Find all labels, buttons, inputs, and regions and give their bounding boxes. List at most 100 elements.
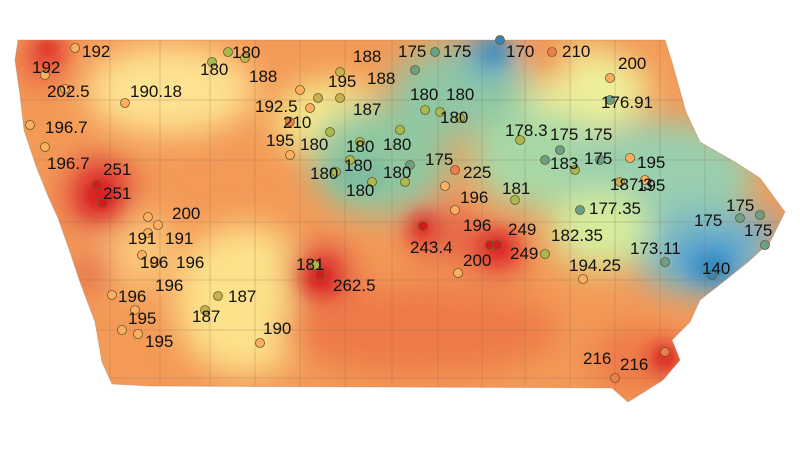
sample-point — [117, 325, 127, 335]
sample-point — [325, 127, 335, 137]
sample-point — [510, 195, 520, 205]
value-label: 175 — [550, 125, 578, 144]
sample-point — [400, 177, 410, 187]
sample-point — [420, 105, 430, 115]
sample-point — [335, 67, 345, 77]
sample-point — [495, 35, 505, 45]
sample-point — [137, 250, 147, 260]
sample-point — [455, 113, 465, 123]
value-label: 192 — [32, 58, 60, 77]
value-label: 187 — [228, 287, 256, 306]
value-label: 188 — [353, 47, 381, 66]
sample-point — [367, 177, 377, 187]
value-label: 195 — [637, 153, 665, 172]
value-label: 178.3 — [505, 121, 548, 140]
value-label: 180 — [446, 85, 474, 104]
sample-point — [450, 165, 460, 175]
value-label: 192.5 — [255, 97, 298, 116]
sample-point — [70, 43, 80, 53]
sample-point — [755, 210, 765, 220]
value-label: 196 — [460, 188, 488, 207]
value-label: 180 — [346, 137, 374, 156]
sample-point — [315, 270, 325, 280]
state-outline — [14, 39, 786, 403]
sample-point — [605, 73, 615, 83]
value-label: 190.18 — [130, 82, 182, 101]
value-label: 200 — [172, 204, 200, 223]
value-label: 196.7 — [45, 118, 88, 137]
value-label: 200 — [463, 251, 491, 270]
value-label: 194.25 — [569, 256, 621, 275]
value-label: 195 — [637, 176, 665, 195]
sample-point — [335, 93, 345, 103]
sample-point — [305, 103, 315, 113]
sample-points — [25, 35, 770, 383]
sample-point — [255, 338, 265, 348]
value-label: 175 — [726, 196, 754, 215]
value-label: 175 — [425, 150, 453, 169]
sample-point — [200, 305, 210, 315]
sample-point — [660, 347, 670, 357]
value-label: 202.5 — [47, 82, 90, 101]
value-label: 175 — [584, 149, 612, 168]
value-label: 196 — [176, 253, 204, 272]
sample-point — [610, 373, 620, 383]
value-label: 140 — [702, 259, 730, 278]
sample-point — [515, 135, 525, 145]
sample-point — [410, 65, 420, 75]
sample-point — [453, 268, 463, 278]
value-label: 188 — [367, 69, 395, 88]
value-label: 175 — [443, 42, 471, 61]
sample-point — [331, 167, 341, 177]
value-label: 180 — [383, 163, 411, 182]
value-label: 181 — [296, 255, 324, 274]
value-label: 195 — [266, 131, 294, 150]
value-label: 192 — [82, 42, 110, 61]
value-label: 191 — [165, 229, 193, 248]
sample-point — [345, 155, 355, 165]
value-label: 196 — [155, 276, 183, 295]
sample-point — [92, 180, 102, 190]
sample-point — [760, 240, 770, 250]
sample-point — [223, 47, 233, 57]
sample-point — [435, 107, 445, 117]
value-label: 187 — [192, 307, 220, 326]
sample-point — [555, 145, 565, 155]
sample-point — [310, 260, 320, 270]
sample-point — [40, 142, 50, 152]
value-label: 180 — [344, 156, 372, 175]
value-label: 200 — [618, 54, 646, 73]
value-label: 180 — [440, 108, 468, 127]
sample-point — [213, 291, 223, 301]
sample-point — [615, 177, 625, 187]
value-label: 175 — [744, 221, 772, 240]
value-label: 216 — [620, 355, 648, 374]
value-label: 181 — [502, 179, 530, 198]
sample-point — [570, 165, 580, 175]
sample-point — [450, 205, 460, 215]
value-label: 183 — [550, 154, 578, 173]
value-label: 188 — [249, 67, 277, 86]
value-label: 210 — [562, 42, 590, 61]
sample-point — [660, 257, 670, 267]
sample-point — [295, 85, 305, 95]
sample-point — [60, 84, 70, 94]
sample-point — [313, 93, 323, 103]
value-label: 170 — [506, 42, 534, 61]
value-label: 195 — [128, 309, 156, 328]
sample-point — [207, 57, 217, 67]
sample-point — [355, 137, 365, 147]
sample-point — [440, 181, 450, 191]
value-label: 190 — [263, 319, 291, 338]
sample-point — [540, 155, 550, 165]
sample-point — [640, 175, 650, 185]
value-label: 180 — [232, 43, 260, 62]
value-label: 196.7 — [47, 154, 90, 173]
value-label: 180 — [410, 85, 438, 104]
sample-point — [430, 47, 440, 57]
value-label: 251 — [103, 160, 131, 179]
sample-point — [547, 47, 557, 57]
sample-point — [418, 221, 428, 231]
value-label: 177.35 — [589, 199, 641, 218]
sample-point — [153, 220, 163, 230]
